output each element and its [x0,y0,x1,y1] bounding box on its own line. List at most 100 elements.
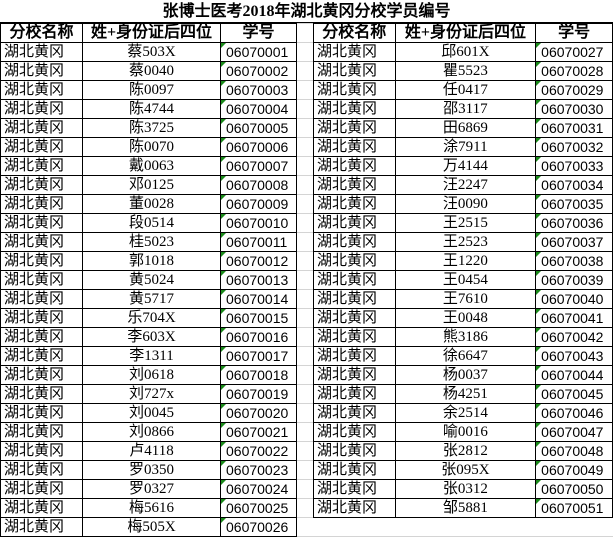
name-id-cell[interactable]: 任0417 [394,80,537,100]
school-cell[interactable]: 湖北黄冈 [0,460,83,480]
name-id-cell[interactable]: 杨4251 [394,384,537,404]
student-number-cell[interactable]: 06070006 [220,137,297,157]
school-cell[interactable]: 湖北黄冈 [313,498,396,518]
name-id-cell[interactable]: 郭1018 [82,251,221,271]
name-id-cell[interactable]: 戴0063 [82,156,221,176]
student-number-cell[interactable]: 06070008 [220,175,297,195]
name-id-cell[interactable]: 李603X [82,327,221,347]
student-number-cell[interactable]: 06070047 [535,422,613,442]
name-id-cell[interactable]: 涂7911 [394,137,537,157]
school-cell[interactable]: 湖北黄冈 [313,384,396,404]
name-id-cell[interactable]: 万4144 [394,156,537,176]
name-id-cell[interactable]: 张0312 [394,479,537,499]
student-number-cell[interactable]: 06070014 [220,289,297,309]
student-number-cell[interactable]: 06070011 [220,232,297,252]
school-cell[interactable]: 湖北黄冈 [313,289,396,309]
name-id-cell[interactable]: 瞿5523 [394,61,537,81]
name-id-cell[interactable]: 刘0045 [82,403,221,423]
student-number-cell[interactable]: 06070012 [220,251,297,271]
school-cell[interactable]: 湖北黄冈 [313,308,396,328]
name-id-cell[interactable]: 李1311 [82,346,221,366]
student-number-cell[interactable]: 06070043 [535,346,613,366]
student-number-cell[interactable]: 06070015 [220,308,297,328]
student-number-cell[interactable]: 06070007 [220,156,297,176]
student-number-cell[interactable]: 06070028 [535,61,613,81]
student-number-cell[interactable]: 06070019 [220,384,297,404]
student-number-cell[interactable]: 06070023 [220,460,297,480]
school-cell[interactable]: 湖北黄冈 [313,403,396,423]
school-cell[interactable]: 湖北黄冈 [0,232,83,252]
school-cell[interactable]: 湖北黄冈 [0,156,83,176]
school-cell[interactable]: 湖北黄冈 [313,61,396,81]
student-number-cell[interactable]: 06070002 [220,61,297,81]
student-number-cell[interactable]: 06070051 [535,498,613,518]
school-cell[interactable]: 湖北黄冈 [0,327,83,347]
name-id-cell[interactable]: 汪2247 [394,175,537,195]
school-cell[interactable]: 湖北黄冈 [0,137,83,157]
school-cell[interactable]: 湖北黄冈 [0,346,83,366]
name-id-cell[interactable]: 梅5616 [82,498,221,518]
name-id-cell[interactable]: 黄5717 [82,289,221,309]
school-cell[interactable]: 湖北黄冈 [313,441,396,461]
header-name-id[interactable]: 姓+身份证后四位 [394,23,537,43]
name-id-cell[interactable]: 田6869 [394,118,537,138]
school-cell[interactable]: 湖北黄冈 [0,441,83,461]
name-id-cell[interactable]: 邱601X [394,42,537,62]
student-number-cell[interactable]: 06070034 [535,175,613,195]
student-number-cell[interactable]: 06070016 [220,327,297,347]
name-id-cell[interactable]: 陈3725 [82,118,221,138]
school-cell[interactable]: 湖北黄冈 [0,80,83,100]
school-cell[interactable]: 湖北黄冈 [313,156,396,176]
student-number-cell[interactable]: 06070018 [220,365,297,385]
name-id-cell[interactable]: 董0028 [82,194,221,214]
header-name-id[interactable]: 姓+身份证后四位 [82,23,221,43]
name-id-cell[interactable]: 卢4118 [82,441,221,461]
student-number-cell[interactable]: 06070042 [535,327,613,347]
student-number-cell[interactable]: 06070040 [535,289,613,309]
student-number-cell[interactable]: 06070050 [535,479,613,499]
school-cell[interactable]: 湖北黄冈 [313,42,396,62]
student-number-cell[interactable]: 06070038 [535,251,613,271]
school-cell[interactable]: 湖北黄冈 [313,194,396,214]
student-number-cell[interactable]: 06070003 [220,80,297,100]
name-id-cell[interactable]: 熊3186 [394,327,537,347]
school-cell[interactable]: 湖北黄冈 [0,118,83,138]
school-cell[interactable]: 湖北黄冈 [0,479,83,499]
header-student-number[interactable]: 学号 [220,23,297,43]
student-number-cell[interactable]: 06070013 [220,270,297,290]
school-cell[interactable]: 湖北黄冈 [0,517,83,537]
student-number-cell[interactable]: 06070009 [220,194,297,214]
student-number-cell[interactable]: 06070041 [535,308,613,328]
school-cell[interactable]: 湖北黄冈 [0,61,83,81]
school-cell[interactable]: 湖北黄冈 [0,289,83,309]
school-cell[interactable]: 湖北黄冈 [313,365,396,385]
student-number-cell[interactable]: 06070026 [220,517,297,537]
name-id-cell[interactable]: 梅505X [82,517,221,537]
student-number-cell[interactable]: 06070020 [220,403,297,423]
school-cell[interactable]: 湖北黄冈 [0,213,83,233]
name-id-cell[interactable]: 邹5881 [394,498,537,518]
name-id-cell[interactable]: 刘0866 [82,422,221,442]
name-id-cell[interactable]: 陈0097 [82,80,221,100]
student-number-cell[interactable]: 06070025 [220,498,297,518]
school-cell[interactable]: 湖北黄冈 [313,422,396,442]
name-id-cell[interactable]: 王7610 [394,289,537,309]
student-number-cell[interactable]: 06070030 [535,99,613,119]
name-id-cell[interactable]: 段0514 [82,213,221,233]
student-number-cell[interactable]: 06070045 [535,384,613,404]
name-id-cell[interactable]: 刘727x [82,384,221,404]
student-number-cell[interactable]: 06070033 [535,156,613,176]
student-number-cell[interactable]: 06070029 [535,80,613,100]
student-number-cell[interactable]: 06070032 [535,137,613,157]
name-id-cell[interactable]: 王0048 [394,308,537,328]
school-cell[interactable]: 湖北黄冈 [0,308,83,328]
student-number-cell[interactable]: 06070024 [220,479,297,499]
student-number-cell[interactable]: 06070048 [535,441,613,461]
school-cell[interactable]: 湖北黄冈 [313,270,396,290]
student-number-cell[interactable]: 06070039 [535,270,613,290]
name-id-cell[interactable]: 蔡503X [82,42,221,62]
student-number-cell[interactable]: 06070049 [535,460,613,480]
student-number-cell[interactable]: 06070004 [220,99,297,119]
name-id-cell[interactable]: 杨0037 [394,365,537,385]
school-cell[interactable]: 湖北黄冈 [0,251,83,271]
